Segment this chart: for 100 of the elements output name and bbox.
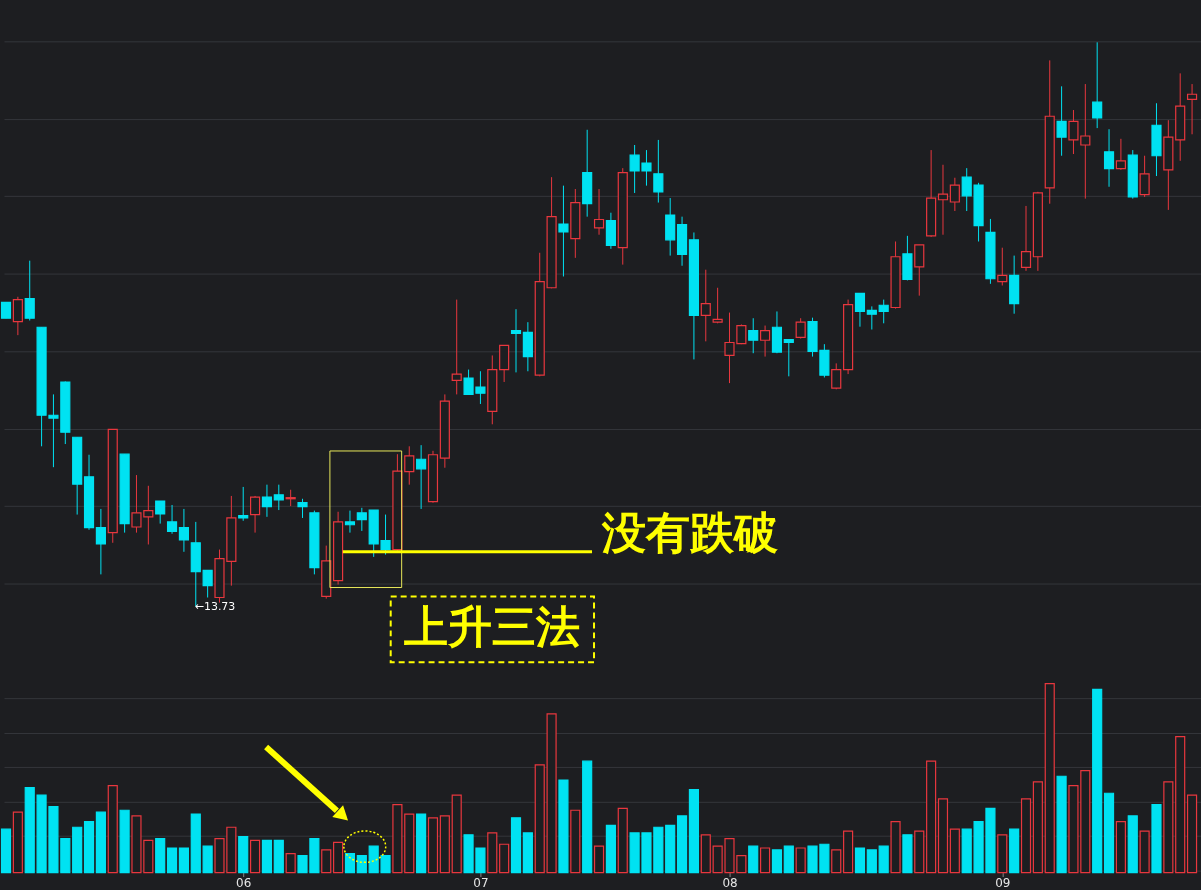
- bar: [1139, 830, 1150, 874]
- candlestick: [249, 495, 261, 534]
- bar: [665, 824, 676, 874]
- bar: [1056, 775, 1067, 874]
- bar: [771, 849, 783, 874]
- bar: [866, 849, 877, 874]
- bar: [831, 849, 842, 874]
- bar: [107, 785, 118, 874]
- bar: [1151, 803, 1162, 874]
- bar: [1186, 794, 1198, 874]
- candlestick: [510, 308, 522, 373]
- bar: [356, 854, 367, 874]
- bar: [249, 839, 261, 874]
- candlestick: [166, 504, 178, 535]
- candlestick: [866, 305, 877, 331]
- bar: [1175, 736, 1186, 874]
- candlestick: [937, 164, 949, 236]
- candlestick: [344, 510, 356, 534]
- bar: [333, 841, 344, 874]
- candlestick: [914, 244, 925, 297]
- bar: [878, 845, 889, 874]
- bar: [890, 820, 901, 874]
- candlestick: [1092, 41, 1103, 129]
- candlestick: [1056, 85, 1067, 157]
- candlestick: [95, 508, 106, 575]
- candlestick: [783, 339, 794, 377]
- annotation: 上升三法: [404, 601, 581, 653]
- bar: [676, 815, 688, 874]
- candlestick: [297, 498, 308, 519]
- bar: [1009, 828, 1020, 874]
- bar: [997, 834, 1008, 874]
- candlestick: [748, 317, 759, 354]
- bar: [273, 839, 284, 874]
- bar: [700, 834, 711, 874]
- bar: [1092, 688, 1103, 874]
- bar: [439, 815, 450, 874]
- bar: [427, 817, 439, 874]
- bar: [522, 832, 533, 874]
- bar: [914, 830, 925, 874]
- candlestick: [831, 362, 842, 390]
- candlestick: [558, 185, 569, 277]
- candlestick: [178, 508, 189, 553]
- candlestick: [878, 299, 889, 324]
- bar: [1115, 820, 1126, 874]
- candlestick: [155, 500, 166, 525]
- candlestick: [416, 444, 427, 510]
- bar: [451, 794, 462, 874]
- bar: [155, 837, 166, 874]
- candlestick: [238, 486, 249, 522]
- bar: [926, 760, 937, 874]
- bar: [605, 824, 616, 874]
- bar: [1032, 781, 1043, 874]
- x-tick-label: 09: [995, 876, 1011, 891]
- bar: [902, 834, 913, 874]
- candlestick: [760, 325, 771, 358]
- candlestick: [451, 299, 462, 395]
- candlestick: [854, 292, 866, 328]
- bar: [416, 813, 427, 874]
- candlestick: [12, 296, 23, 336]
- bar: [166, 847, 178, 874]
- bar: [582, 760, 593, 874]
- candlestick: [273, 484, 284, 511]
- bar: [285, 853, 296, 874]
- bar: [499, 843, 510, 874]
- bar: [1044, 683, 1055, 874]
- ref-line-label: 没有跌破: [600, 506, 778, 558]
- bar: [178, 847, 189, 874]
- bar: [1020, 798, 1032, 874]
- bar: [12, 811, 23, 874]
- bar: [558, 779, 569, 874]
- candlestick: [653, 139, 664, 204]
- candlestick: [593, 188, 605, 236]
- candlestick: [1103, 128, 1115, 188]
- candlestick: [700, 269, 711, 342]
- x-tick-label: 08: [722, 876, 738, 891]
- bar: [748, 845, 759, 874]
- bar: [1127, 815, 1138, 874]
- candlestick: [1115, 138, 1126, 171]
- bar: [593, 845, 605, 874]
- candlestick: [356, 507, 367, 532]
- bar: [261, 839, 273, 874]
- candlestick: [795, 317, 806, 340]
- bar: [487, 832, 498, 874]
- bar: [1103, 792, 1115, 874]
- candlestick: [997, 247, 1008, 286]
- candlestick: [1186, 83, 1198, 135]
- bar: [83, 820, 95, 874]
- bar: [321, 849, 332, 874]
- bar: [795, 847, 806, 874]
- bar: [0, 828, 12, 874]
- bar: [843, 830, 854, 874]
- bar: [72, 826, 83, 874]
- bar: [1163, 781, 1174, 874]
- bar: [783, 845, 794, 874]
- bar: [238, 836, 249, 874]
- candlestick: [24, 260, 35, 321]
- bar: [570, 809, 581, 874]
- bar: [688, 788, 699, 874]
- candlestick: [949, 177, 960, 212]
- bar: [949, 828, 960, 874]
